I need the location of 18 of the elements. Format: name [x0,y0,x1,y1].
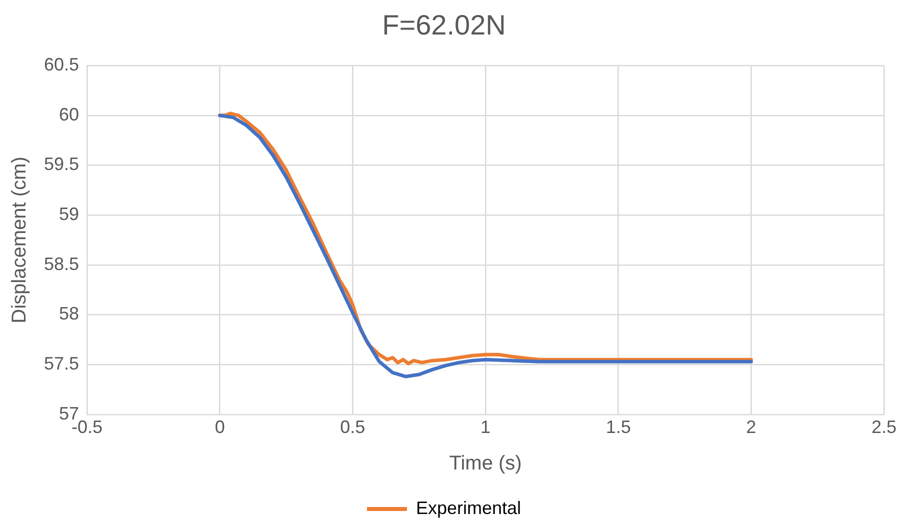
x-tick-label: 1.5 [606,417,631,438]
x-tick-label: 0 [214,417,225,438]
y-tick-label: 60.5 [44,54,80,75]
x-tick-label: 1 [480,417,491,438]
chart-title: F=62.02N [382,10,506,41]
y-tick-label: 59.5 [44,154,80,174]
y-tick-label: 59 [59,204,80,224]
y-tick-label: 58 [59,304,80,324]
y-tick-label: 57.5 [44,354,80,374]
x-axis-title: Time (s) [449,452,522,475]
x-tick-label: 2.5 [871,417,897,438]
x-tick-label: 2 [746,417,756,438]
x-tick-label: 0.5 [340,417,366,438]
y-tick-label: 57 [59,403,80,424]
y-axis-title: Displacement (cm) [8,156,31,324]
y-tick-label: 60 [59,104,80,124]
legend-label: Experimental [416,498,522,518]
y-tick-label: 58.5 [44,254,80,274]
